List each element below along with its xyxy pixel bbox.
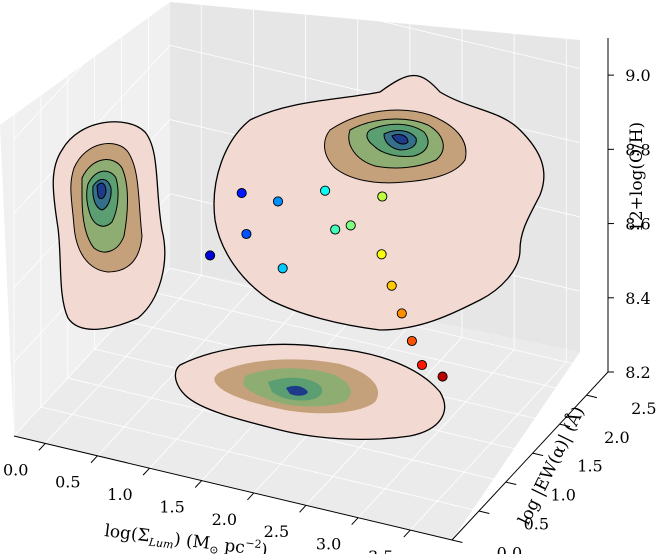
z-tick-label: 8.2 <box>625 363 650 382</box>
scatter-point <box>396 308 407 319</box>
x-tick-mark <box>90 455 98 464</box>
scatter-point <box>377 191 388 202</box>
grid-line <box>289 0 609 76</box>
x-tick-label: 2.0 <box>212 510 237 529</box>
y-tick-mark <box>451 539 463 543</box>
contour-floor <box>174 343 446 440</box>
scatter-point <box>241 228 252 240</box>
x-tick-mark <box>142 467 150 476</box>
z-tick-label: 8.4 <box>625 289 650 308</box>
scatter-point <box>437 371 448 382</box>
x-axis-label: log(ΣLum) (M⊙ pc−2) <box>103 519 269 554</box>
grid-line <box>40 406 479 512</box>
y-axis-ticks: 0.00.51.01.52.02.5 <box>451 394 657 554</box>
scatter-point <box>205 250 216 261</box>
x-tick-label: 3.0 <box>316 535 341 554</box>
scatter-point <box>277 263 288 274</box>
z-axis-label: 12+log(O/H) <box>627 122 647 232</box>
grid-line <box>409 361 567 531</box>
scatter-point <box>386 280 397 291</box>
grid-line <box>148 290 587 396</box>
x-tick-label: 1.0 <box>107 485 132 504</box>
scatter-point <box>406 335 417 347</box>
x-tick-mark <box>403 529 411 538</box>
x-tick-label: 3.5 <box>368 547 393 554</box>
z-axis-ticks: 8.2 8.4 8.6 8.8 9.0 <box>608 66 651 382</box>
grid-line <box>13 0 144 140</box>
y-tick-label: 1.5 <box>577 457 602 476</box>
axes-3d <box>13 38 609 541</box>
y-tick-label: 0.0 <box>497 544 522 554</box>
y-tick-label: 0.5 <box>524 515 549 534</box>
x-axis-ticks: 0.0 0.5 1.0 1.5 2.0 2.5 3.0 3.5 <box>3 443 411 554</box>
y-tick-mark <box>505 481 517 486</box>
scatter-point <box>376 249 387 260</box>
x-tick-label: 2.5 <box>264 522 289 541</box>
scatter-point <box>330 224 341 235</box>
grid-line <box>357 349 515 518</box>
scatter-point <box>345 220 356 231</box>
x-tick-mark <box>299 504 307 513</box>
scatter-point <box>320 185 331 196</box>
x-tick-mark <box>38 443 46 451</box>
x-tick-label: 0.0 <box>3 460 28 479</box>
scatter-point <box>236 188 247 199</box>
y-tick-label: 1.0 <box>550 486 575 505</box>
contour-left-wall <box>52 121 166 330</box>
x-tick-mark <box>247 492 255 501</box>
y-tick-mark <box>559 423 571 428</box>
y-tick-mark <box>478 510 490 514</box>
y-tick-label: 2.0 <box>604 428 629 447</box>
scatter-points <box>205 185 448 382</box>
x-axis-line <box>13 435 453 541</box>
z-tick-label: 8.6 <box>625 215 650 234</box>
x-tick-mark <box>351 517 359 526</box>
y-tick-label: 2.5 <box>631 399 656 418</box>
y-tick-mark <box>532 452 544 457</box>
y-axis-line <box>451 371 609 541</box>
z-tick-label: 9.0 <box>625 66 650 85</box>
y-tick-mark <box>586 394 598 399</box>
x-tick-label: 1.5 <box>159 497 184 516</box>
scatter-point <box>272 196 284 207</box>
x-tick-mark <box>194 480 203 488</box>
scatter-point <box>416 359 428 371</box>
x-tick-label: 0.5 <box>55 473 80 492</box>
z-tick-label: 8.8 <box>625 140 650 159</box>
contour-back-wall <box>213 75 545 331</box>
grid-line <box>44 275 202 444</box>
